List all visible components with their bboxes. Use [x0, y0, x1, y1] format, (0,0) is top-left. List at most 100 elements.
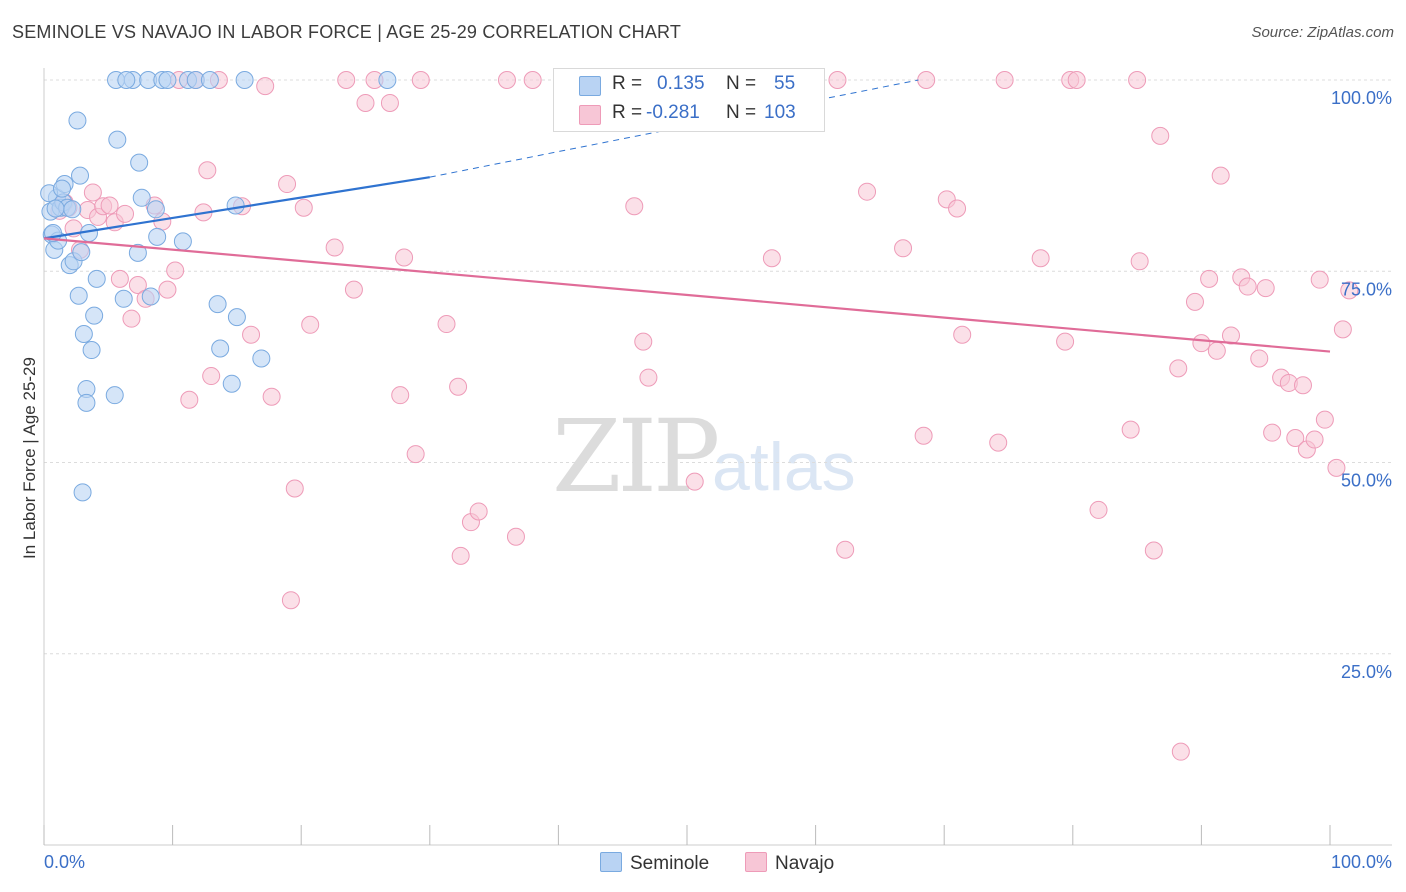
navajo-point — [1089, 500, 1108, 519]
seminole-point — [53, 179, 72, 198]
navajo-point — [1340, 281, 1359, 300]
navajo-point — [242, 325, 261, 344]
navajo-point — [158, 280, 177, 299]
seminole-point — [146, 200, 165, 219]
seminole-point — [77, 393, 96, 412]
navajo-point — [166, 261, 185, 280]
seminole-point — [158, 71, 177, 89]
navajo-point — [301, 315, 320, 334]
navajo-point — [1056, 332, 1075, 351]
navajo-point — [256, 77, 275, 96]
seminole-point — [252, 349, 271, 368]
navajo-point — [1169, 359, 1188, 378]
seminole-point — [200, 71, 219, 89]
navajo-point — [395, 248, 414, 267]
navajo-point — [828, 71, 847, 89]
navajo-point — [180, 390, 199, 409]
legend-n-value: 103 — [764, 102, 796, 123]
navajo-swatch — [579, 105, 601, 125]
navajo-point — [1211, 166, 1230, 185]
navajo-point — [337, 71, 356, 89]
axis-labels: 100.0% 75.0% 50.0% 25.0% 0.0% 100.0% In Labor … — [20, 88, 1392, 872]
navajo-point — [948, 199, 967, 218]
grid-lines — [44, 79, 1392, 655]
seminole-point — [85, 306, 104, 325]
navajo-point — [202, 367, 221, 386]
navajo-point — [836, 540, 855, 559]
navajo-point — [1130, 252, 1149, 271]
navajo-point — [685, 472, 704, 491]
y-tick-label: 75.0% — [1341, 279, 1392, 299]
navajo-point — [639, 368, 658, 387]
legend-row-seminole: R = 0.135 N = 55 — [554, 71, 824, 101]
legend-item-navajo: Navajo — [745, 852, 834, 875]
legend-r-label: R = — [612, 73, 643, 94]
y-tick-label: 25.0% — [1341, 662, 1392, 682]
navajo-point — [1128, 71, 1147, 89]
navajo-point — [411, 71, 430, 89]
navajo-point — [1200, 269, 1219, 288]
navajo-point — [1067, 71, 1086, 89]
navajo-point — [344, 280, 363, 299]
navajo-point — [1221, 326, 1240, 345]
navajo-point — [1031, 249, 1050, 268]
navajo-point — [356, 93, 375, 112]
seminole-point — [82, 341, 101, 360]
y-tick-label: 100.0% — [1331, 88, 1392, 108]
navajo-point — [1333, 320, 1352, 339]
navajo-swatch — [745, 852, 767, 872]
navajo-point — [953, 325, 972, 344]
legend-n-label: N = — [726, 73, 757, 94]
seminole-point — [235, 71, 254, 89]
seminole-point — [69, 286, 88, 305]
seminole-point — [114, 289, 133, 308]
navajo-point — [1256, 279, 1275, 298]
seminole-point — [226, 196, 245, 215]
y-tick-label: 50.0% — [1341, 471, 1392, 491]
navajo-point — [506, 527, 525, 546]
navajo-point — [281, 591, 300, 610]
navajo-point — [1151, 126, 1170, 145]
seminole-point — [74, 324, 93, 343]
navajo-point — [894, 239, 913, 258]
seminole-point — [211, 339, 230, 358]
navajo-point — [451, 546, 470, 565]
navajo-point — [523, 71, 542, 89]
seminole-point — [72, 243, 91, 262]
navajo-point — [122, 309, 141, 328]
navajo-point — [294, 198, 313, 217]
navajo-point — [1263, 423, 1282, 442]
navajo-point — [989, 433, 1008, 452]
seminole-point — [105, 386, 124, 405]
navajo-point — [1310, 270, 1329, 289]
navajo-point — [1171, 742, 1190, 761]
navajo-point — [1121, 420, 1140, 439]
seminole-trend-line — [43, 176, 430, 240]
seminole-point — [173, 232, 192, 251]
seminole-point — [227, 308, 246, 327]
correlation-legend: R = 0.135 N = 55 R = -0.281 N = 103 — [553, 68, 825, 132]
navajo-point — [469, 502, 488, 521]
navajo-point — [1293, 376, 1312, 395]
navajo-points — [50, 71, 1359, 761]
navajo-point — [1144, 541, 1163, 560]
navajo-point — [1305, 430, 1324, 449]
navajo-point — [83, 183, 102, 202]
seminole-point — [378, 71, 397, 89]
navajo-point — [128, 276, 147, 295]
seminole-point — [71, 166, 90, 185]
navajo-point — [278, 175, 297, 194]
seminole-point — [128, 243, 147, 262]
seminole-point — [117, 71, 136, 89]
navajo-point — [1192, 334, 1211, 353]
source-label: Source: ZipAtlas.com — [1251, 24, 1394, 41]
seminole-point — [46, 199, 65, 218]
navajo-point — [406, 445, 425, 464]
navajo-point — [1327, 458, 1346, 477]
seminole-point — [63, 200, 82, 219]
navajo-point — [1286, 429, 1305, 448]
navajo-point — [995, 71, 1014, 89]
seminole-point — [148, 227, 167, 246]
navajo-point — [391, 386, 410, 405]
